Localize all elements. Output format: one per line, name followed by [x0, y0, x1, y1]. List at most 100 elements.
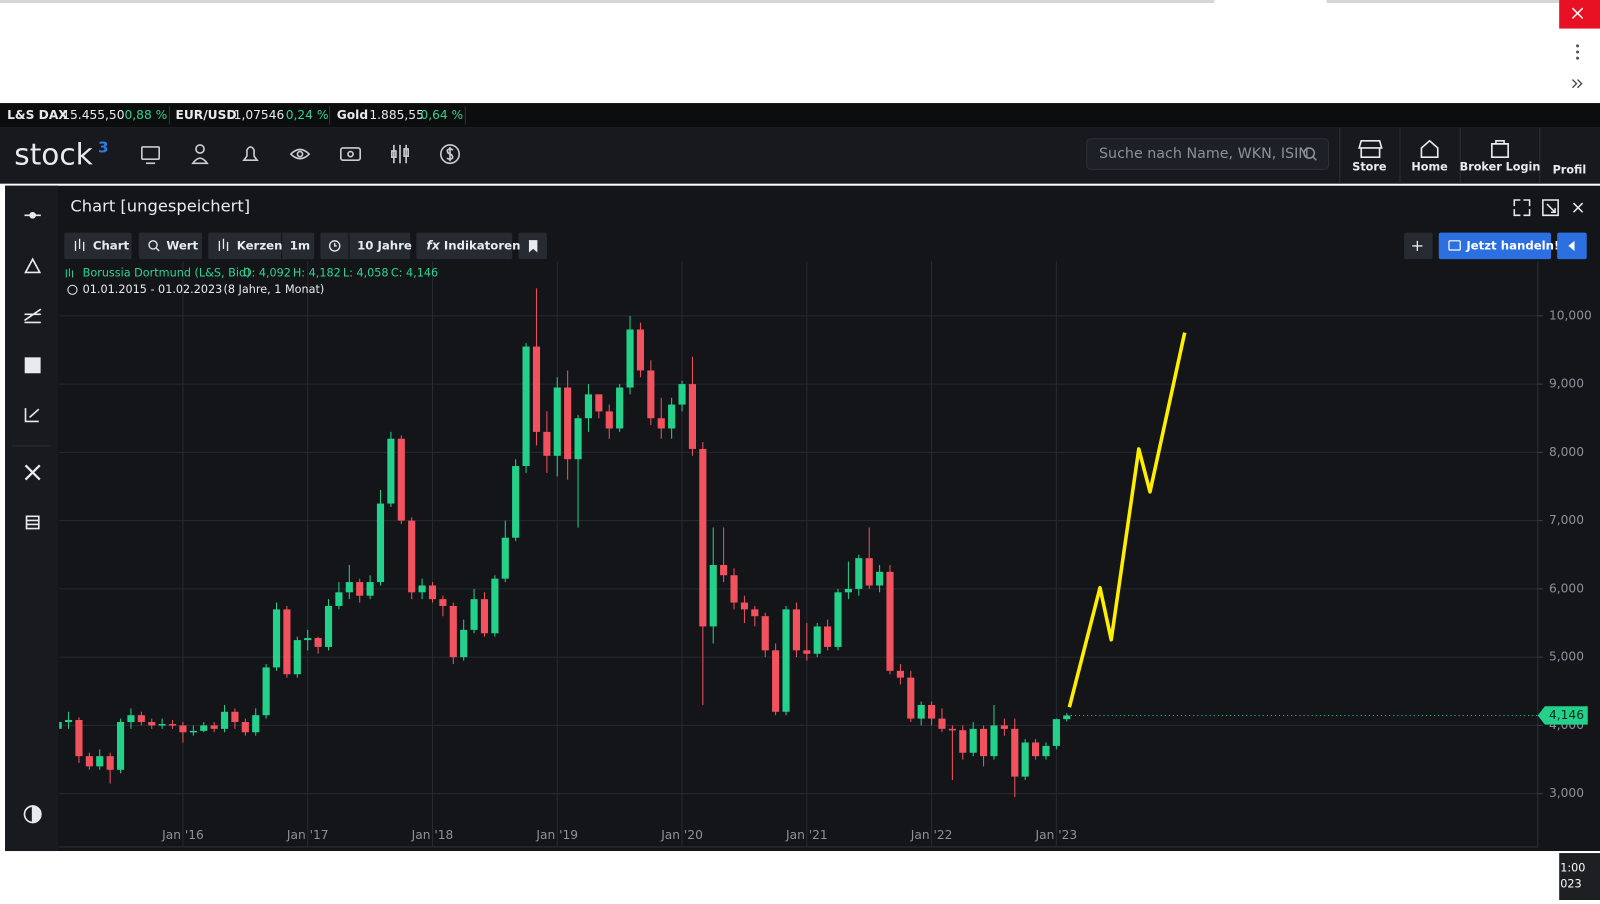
popout[interactable] — [1542, 199, 1559, 217]
tool-icon[interactable] — [25, 515, 40, 530]
candle-body — [564, 387, 572, 460]
fullscreen[interactable] — [1513, 199, 1531, 217]
tool-icon[interactable] — [24, 308, 42, 324]
series-title: Borussia Dortmund (L&S, Bid) — [83, 266, 251, 279]
candle-body — [730, 575, 738, 603]
candle-body — [824, 626, 832, 647]
candle-body — [168, 724, 177, 726]
candle-body — [834, 592, 842, 647]
candle-body — [668, 404, 676, 429]
candle-body — [210, 725, 218, 729]
x-tick-label: Jan '18 — [411, 828, 454, 842]
candle-body — [761, 616, 769, 651]
candle-body — [605, 411, 613, 429]
nav-icon[interactable] — [141, 146, 160, 160]
nav-link-icons — [1358, 139, 1509, 158]
trade-icon — [1448, 240, 1461, 251]
tool-icon[interactable] — [24, 257, 42, 274]
ticker-price: 1,07546 — [234, 108, 285, 122]
candle-body — [657, 418, 665, 429]
last-price-tag — [1537, 706, 1588, 725]
nav-link[interactable]: Profil — [1553, 163, 1587, 176]
candle-body — [304, 638, 312, 641]
clock-time: 1:00 — [1560, 861, 1585, 874]
candle-body — [179, 725, 187, 733]
candle-body — [408, 520, 416, 593]
candle-body — [1063, 715, 1071, 720]
button[interactable] — [416, 232, 513, 260]
nav-link[interactable]: Broker Login — [1460, 160, 1541, 173]
candle-body — [137, 715, 145, 723]
candle-body — [116, 722, 125, 770]
logo-sup: 3 — [98, 138, 109, 156]
nav-icon[interactable] — [440, 144, 460, 165]
drawn-annotation — [1067, 332, 1187, 708]
button[interactable] — [208, 232, 315, 260]
ticker-separators — [168, 106, 466, 125]
panel-title: Chart [ungespeichert] — [70, 197, 250, 216]
candle-body — [532, 346, 541, 432]
candle-body — [75, 719, 83, 757]
logo[interactable]: stock — [14, 138, 93, 172]
candle-body — [772, 650, 780, 712]
nav-icon[interactable] — [340, 147, 362, 162]
candle-body — [376, 503, 385, 583]
range-note: (8 Jahre, 1 Monat) — [223, 283, 324, 296]
candle-body — [387, 438, 395, 504]
close-panel[interactable] — [1572, 202, 1584, 213]
candle-body — [990, 725, 998, 757]
button[interactable] — [138, 232, 203, 260]
bottom-bar — [0, 853, 1560, 900]
nav-link[interactable]: Home — [1411, 160, 1448, 173]
candle-body — [1032, 742, 1040, 757]
candle-body — [148, 722, 156, 726]
y-tick-label: 10,000 — [1549, 308, 1592, 322]
candle-body — [272, 609, 281, 668]
search-icon[interactable] — [1303, 147, 1316, 159]
search-box[interactable] — [1086, 138, 1330, 170]
x-tick-label: Jan '16 — [161, 828, 204, 842]
candle-body — [345, 582, 353, 593]
candle-body — [428, 585, 437, 600]
candle-body — [740, 602, 748, 610]
expand-icon[interactable] — [1571, 79, 1583, 89]
candle-body — [512, 466, 520, 538]
nav-icon[interactable] — [289, 148, 311, 160]
ticker-name[interactable]: Gold — [337, 108, 368, 122]
tool-icon[interactable] — [24, 357, 41, 374]
candle-body — [803, 650, 811, 654]
button[interactable] — [320, 232, 411, 260]
browser-top — [0, 0, 1600, 104]
ticker-change: 0,24 % — [286, 108, 329, 122]
last-price-label: 4,146 — [1549, 708, 1584, 722]
candle-body — [647, 370, 655, 419]
nav-link[interactable]: Store — [1352, 160, 1387, 173]
ticker-name[interactable]: EUR/USD — [176, 108, 237, 122]
left-toolbar — [5, 185, 59, 852]
y-tick-label: 8,000 — [1549, 445, 1584, 459]
fx-icon: fx — [427, 238, 441, 252]
ticker-price: 1.885,55 — [369, 108, 423, 122]
ticker-name[interactable]: L&S DAX — [7, 108, 68, 122]
candle-body — [959, 730, 967, 753]
tool-icon[interactable] — [24, 408, 40, 423]
search-placeholder: Suche nach Name, WKN, ISIN — [1099, 146, 1309, 162]
candle-body — [480, 599, 489, 634]
menu-icon[interactable] — [1576, 44, 1580, 60]
x-tick-label: Jan '21 — [785, 828, 828, 842]
candle-body — [397, 438, 405, 521]
candle-body — [855, 558, 863, 589]
candle-body — [418, 585, 426, 593]
y-tick-label: 5,000 — [1549, 650, 1584, 664]
candle-body — [241, 722, 249, 733]
trade-button[interactable] — [1438, 232, 1552, 260]
candle-body — [335, 592, 343, 606]
nav-icon[interactable] — [393, 144, 407, 164]
toolbar-label: Chart — [93, 238, 130, 252]
nav-icon[interactable] — [195, 144, 205, 154]
range-label: 01.01.2015 - 01.02.2023 — [83, 283, 223, 296]
toolbar-label: 1m — [290, 238, 310, 252]
button[interactable] — [64, 232, 132, 260]
tool-icon[interactable] — [24, 464, 41, 481]
nav-icon[interactable] — [242, 146, 259, 162]
